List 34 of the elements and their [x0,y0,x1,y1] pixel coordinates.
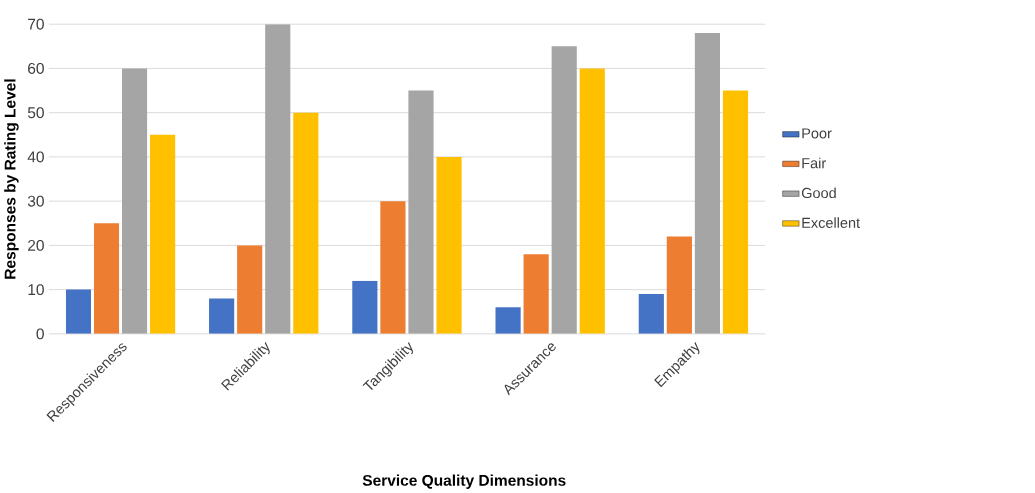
legend-label: Poor [802,128,832,139]
x-axis-title: Service Quality Dimensions [362,474,566,489]
bar [150,134,176,334]
bar [408,90,434,334]
bar [666,236,692,334]
y-tick-label: 40 [27,151,44,163]
y-axis-title: Responses by Rating Level [4,79,19,279]
bar [265,24,291,334]
bar [436,156,462,334]
bar [293,112,319,334]
bar [237,245,263,334]
bar [352,280,378,334]
bar [380,201,406,334]
bar [209,298,235,334]
bar [495,307,521,334]
legend-label: Excellent [802,217,860,228]
y-tick-label: 20 [28,239,44,251]
y-tick-label: 10 [28,284,44,296]
y-tick-label: 50 [27,107,44,119]
bar [93,223,120,334]
y-tick-label: 0 [36,328,44,340]
bar [694,32,721,334]
bar [722,90,749,334]
bar [579,68,605,334]
legend-label: Fair [802,157,826,169]
y-tick-label: 70 [28,18,44,30]
bar [121,68,148,334]
bar [638,293,664,334]
y-tick-label: 30 [27,195,44,207]
y-tick-label: 60 [28,62,44,74]
bar [523,254,549,334]
bar [551,46,577,334]
legend-label: Good [801,187,836,199]
bar [65,289,91,334]
